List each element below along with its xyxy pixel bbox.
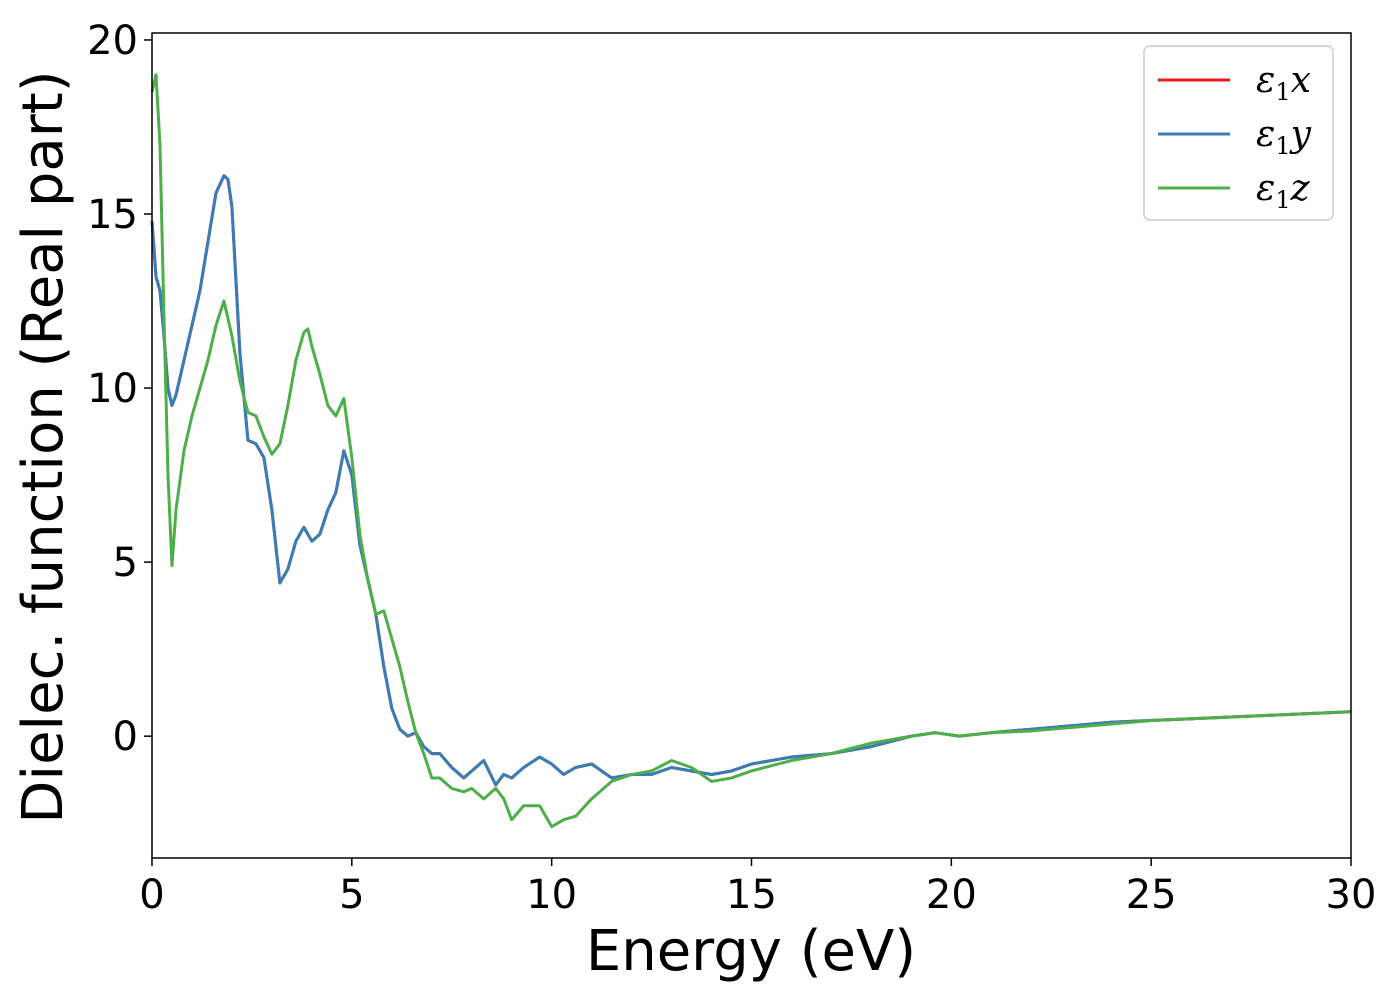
x-tick-label: 25 — [1126, 872, 1177, 918]
y-tick-label: 5 — [113, 540, 138, 586]
y-axis-ticks: 0 5 10 15 20 — [87, 18, 152, 760]
legend: ε1x ε1y ε1z — [1143, 45, 1334, 221]
legend-label-y: ε1y — [1256, 114, 1312, 160]
x-tick-label: 5 — [339, 872, 364, 918]
x-tick-label: 10 — [526, 872, 577, 918]
x-tick-label: 30 — [1326, 872, 1377, 918]
x-tick-label: 0 — [139, 872, 164, 918]
series-layer — [150, 73, 1352, 829]
series-line-z — [150, 73, 1352, 829]
series-line-x — [150, 174, 1352, 787]
x-tick-label: 15 — [726, 872, 777, 918]
series-line-y — [150, 174, 1352, 787]
legend-entries: ε1x ε1y ε1z — [1158, 60, 1312, 214]
x-axis-title: Energy (eV) — [586, 919, 916, 984]
legend-box — [1143, 45, 1334, 221]
legend-label-x: ε1x — [1256, 60, 1311, 106]
y-tick-label: 15 — [87, 192, 138, 238]
y-tick-label: 20 — [87, 18, 138, 64]
y-tick-label: 0 — [113, 714, 138, 760]
y-tick-label: 10 — [87, 366, 138, 412]
x-axis-ticks: 0 5 10 15 20 25 30 — [139, 858, 1376, 918]
legend-label-z: ε1z — [1256, 168, 1311, 214]
y-axis-title: Dielec. function (Real part) — [11, 70, 76, 823]
x-tick-label: 20 — [926, 872, 977, 918]
